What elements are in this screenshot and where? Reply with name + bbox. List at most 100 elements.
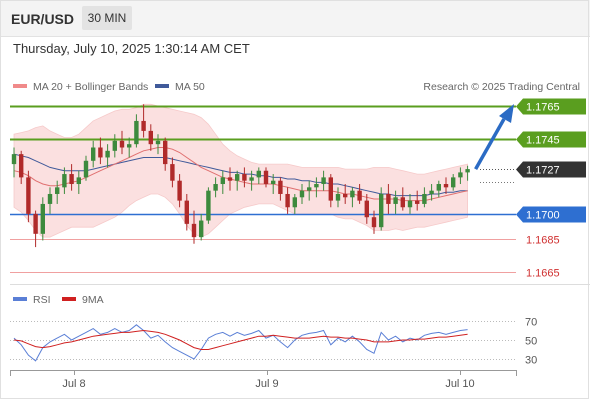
candle — [33, 210, 38, 248]
candle — [451, 174, 456, 191]
candle — [127, 137, 132, 158]
level-1-1700-tag — [516, 206, 586, 223]
x-tick-label: Jul 10 — [445, 378, 474, 390]
candle — [62, 167, 67, 194]
candle — [76, 170, 81, 194]
bollinger-band-area — [13, 103, 468, 238]
level-1-1685-label: 1.1685 — [526, 235, 560, 247]
price-tags: 1.1765 1.1745 1.1727 1.1700 1.1685 1.1665 — [516, 98, 586, 280]
candle — [443, 177, 449, 194]
candle — [220, 170, 225, 194]
projection-arrow-shaft — [474, 118, 506, 170]
candle — [235, 170, 240, 191]
candle — [407, 193, 413, 214]
candle — [357, 184, 362, 204]
rsi-level-70-label: 70 — [525, 317, 537, 329]
symbol-title: EUR/USD — [11, 11, 75, 27]
projection-arrow-head — [499, 104, 514, 123]
candle — [278, 177, 283, 201]
moving-averages — [13, 147, 468, 202]
candle — [55, 180, 60, 204]
candle — [285, 187, 290, 214]
candle — [321, 170, 326, 191]
candle — [386, 184, 391, 214]
candle — [199, 213, 204, 241]
candle — [191, 210, 197, 244]
candle — [40, 197, 45, 241]
candle — [105, 144, 110, 168]
candle — [91, 140, 96, 168]
candle — [112, 134, 117, 158]
candle — [335, 187, 341, 208]
candle — [364, 193, 369, 224]
bb-legend-swatch — [13, 84, 27, 88]
candle — [371, 210, 377, 234]
level-1-1765-label: 1.1765 — [526, 102, 560, 114]
top-bar: EUR/USD 30 MIN — [0, 0, 590, 37]
level-1-1727-label: 1.1727 — [526, 165, 560, 177]
candle — [422, 187, 427, 208]
rsi-pane: 70 50 30 — [10, 317, 537, 367]
candle — [170, 157, 175, 188]
candle — [119, 130, 125, 155]
level-1-1765-tag — [516, 98, 586, 115]
rsi-legend-label: RSI — [33, 294, 51, 306]
rsi-legend-swatch — [13, 297, 27, 301]
x-tick-label: Jul 9 — [255, 378, 278, 390]
candle — [155, 134, 161, 155]
level-1-1665-label: 1.1665 — [526, 268, 560, 280]
candle — [299, 184, 305, 204]
candle — [393, 190, 398, 214]
rsi-line — [13, 324, 468, 362]
candle — [379, 187, 384, 231]
candle — [256, 167, 261, 185]
candle — [141, 104, 146, 138]
level-1-1700-label: 1.1700 — [526, 210, 560, 222]
copyright-text: Research © 2025 Trading Central — [423, 81, 580, 93]
candle — [400, 187, 405, 211]
x-axis-labels: Jul 8 Jul 9 Jul 10 — [62, 370, 475, 390]
candle — [19, 150, 24, 185]
candle — [47, 187, 53, 214]
candle — [271, 174, 276, 194]
candle — [213, 177, 218, 198]
rsi-level-50-label: 50 — [525, 336, 537, 348]
chart-datetime: Thursday, July 10, 2025 1:30:14 AM CET — [13, 41, 250, 56]
candle — [177, 174, 182, 208]
x-tick-label: Jul 8 — [62, 378, 85, 390]
rsi-ma-line — [13, 329, 468, 350]
rsi-ma-legend-label: 9MA — [82, 294, 104, 306]
level-1-1727-tag — [516, 161, 586, 178]
candle — [26, 170, 31, 223]
candle — [429, 184, 434, 201]
timeframe-button[interactable]: 30 MIN — [82, 6, 132, 30]
projection-arrow — [474, 104, 514, 170]
ma50-legend-label: MA 50 — [175, 81, 205, 93]
candle — [163, 137, 168, 171]
candle — [314, 177, 319, 198]
ma50-line — [13, 153, 468, 197]
candle — [436, 180, 441, 198]
rsi-level-30-label: 30 — [525, 355, 537, 367]
level-1-1745-tag — [516, 131, 586, 148]
candle — [415, 190, 420, 211]
candle — [465, 165, 470, 181]
candle — [83, 155, 89, 181]
level-1-1745-label: 1.1745 — [526, 135, 560, 147]
candle — [206, 187, 211, 224]
candle — [98, 137, 103, 165]
ma20-line — [13, 147, 468, 202]
candle — [134, 114, 139, 148]
candle — [148, 124, 153, 151]
bb-legend-label: MA 20 + Bollinger Bands — [33, 81, 148, 93]
candle — [350, 187, 355, 208]
candle — [307, 180, 312, 201]
ma50-legend-swatch — [155, 84, 169, 88]
candle — [227, 167, 233, 191]
rsi-ma-legend-swatch — [62, 297, 76, 301]
candle — [263, 167, 269, 188]
price-levels — [10, 105, 516, 273]
candle — [11, 147, 17, 178]
